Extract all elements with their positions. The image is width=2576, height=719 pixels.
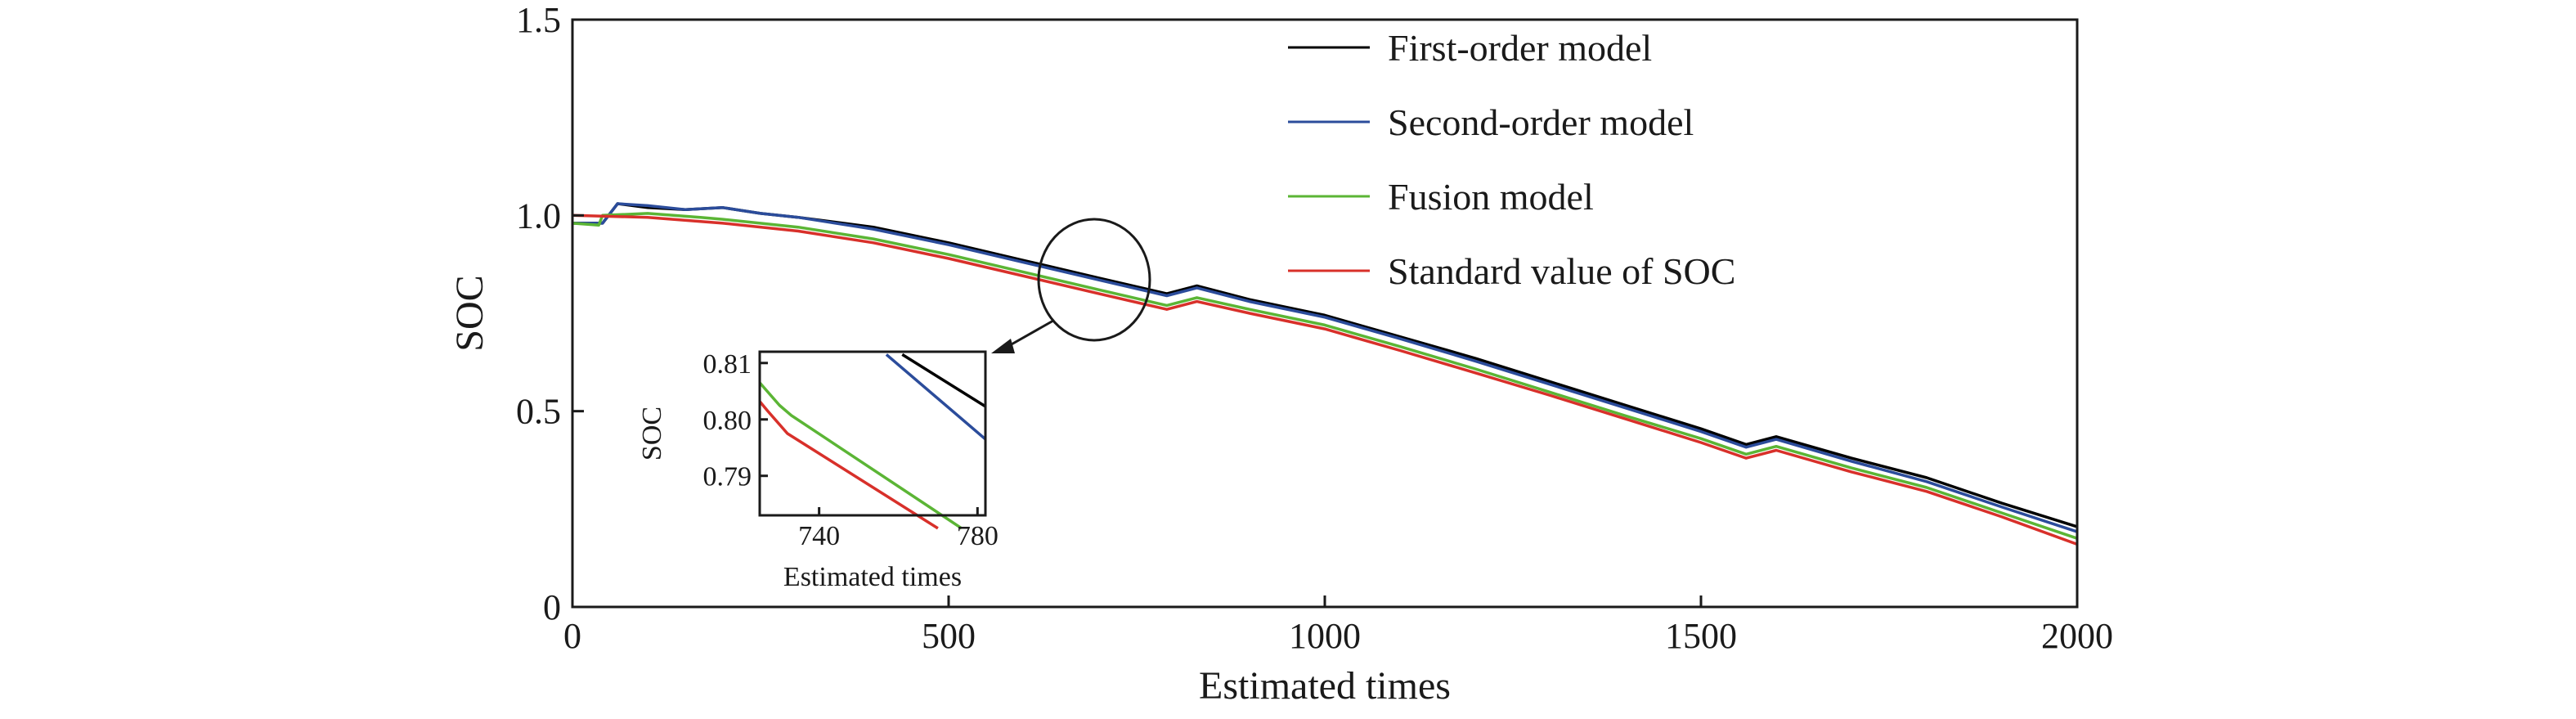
main-plot-frame (571, 18, 2079, 609)
inset-x-axis-title: Estimated times (783, 562, 962, 592)
x-tick-label: 1000 (1289, 616, 1361, 656)
inset-background (760, 352, 985, 515)
inset-y-tick-label: 0.81 (703, 349, 752, 380)
legend-label-fusion: Fusion model (1388, 176, 1594, 218)
y-tick-label: 1.5 (516, 0, 561, 40)
series-line-second-order-model (572, 202, 2078, 533)
y-tick-label: 1.0 (516, 195, 561, 236)
y-tick-label: 0.5 (516, 392, 561, 432)
main-x-axis-title: Estimated times (1199, 664, 1451, 708)
legend-label-first-order: First-order model (1388, 27, 1652, 69)
legend-label-standard-soc: Standard value of SOC (1388, 250, 1735, 292)
inset-y-tick-label: 0.79 (703, 462, 752, 492)
inset-y-axis-title: SOC (637, 407, 667, 461)
main-axis-ticks: 0 500 1000 1500 2000 0 0.5 1.0 1.5 (516, 0, 2113, 656)
inset-x-tick-label: 780 (957, 521, 999, 551)
main-series-layer (572, 202, 2078, 546)
x-tick-label: 500 (922, 616, 976, 656)
main-y-axis-title: SOC (448, 275, 491, 351)
zoom-arrow (1003, 319, 1054, 350)
legend-label-second-order: Second-order model (1388, 101, 1694, 143)
y-tick-label: 0 (543, 587, 561, 627)
inset-axis-ticks: 740 780 0.79 0.80 0.81 (703, 349, 999, 551)
inset-series-line-fusion-model (758, 381, 963, 530)
legend: First-order model Second-order model Fus… (1288, 27, 1735, 292)
inset-series-line-first-order-model (901, 353, 986, 408)
inset-series-line-standard-value-of-soc (758, 400, 939, 530)
inset-x-tick-label: 740 (798, 521, 840, 551)
series-line-standard-value-of-soc (572, 213, 2078, 546)
zoom-region-circle (1037, 218, 1151, 342)
inset-series-layer (758, 353, 987, 530)
zoom-arrowhead (991, 339, 1015, 353)
x-tick-label: 2000 (2041, 616, 2113, 656)
series-line-fusion-model (572, 212, 2078, 540)
inset-plot-frame (758, 350, 987, 517)
x-tick-label: 0 (563, 616, 581, 656)
x-tick-label: 1500 (1665, 616, 1737, 656)
inset-y-tick-label: 0.80 (703, 406, 752, 436)
inset-series-line-second-order-model (885, 353, 987, 441)
